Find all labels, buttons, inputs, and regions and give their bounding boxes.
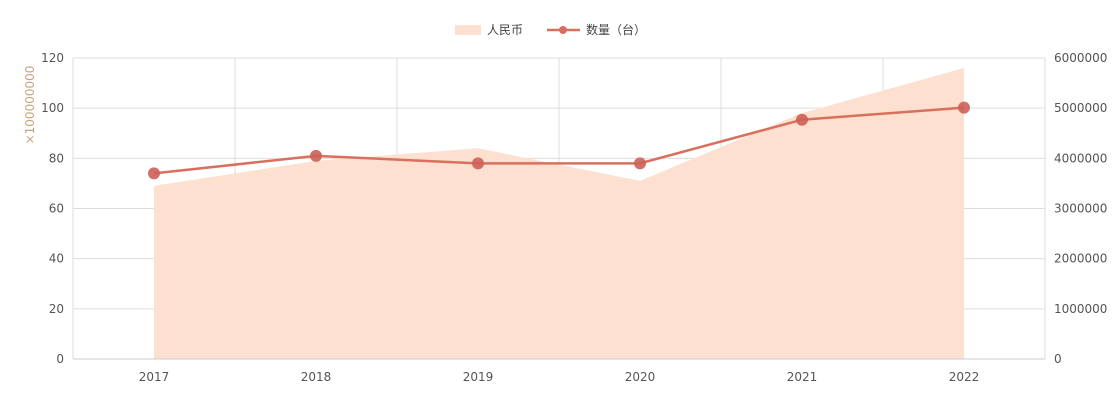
x-tick-label: 2018: [301, 370, 332, 384]
line-path[interactable]: [153, 106, 965, 175]
line-point[interactable]: [796, 113, 808, 126]
left-tick-label: 120: [41, 51, 64, 65]
line-point[interactable]: [310, 149, 322, 162]
left-axis-unit-label: ×100000000: [23, 66, 37, 145]
right-tick-label: 3000000: [1054, 202, 1107, 216]
right-tick-label: 6000000: [1054, 51, 1107, 65]
left-tick-label: 20: [49, 302, 64, 316]
right-tick-label: 2000000: [1054, 252, 1107, 266]
right-tick-label: 5000000: [1054, 101, 1107, 115]
line-point[interactable]: [148, 167, 160, 180]
line-point[interactable]: [472, 157, 484, 170]
x-tick-label: 2019: [463, 370, 494, 384]
axes: 0 20 40 60 80 100 120 0 1000000 2000000 3000000 400…: [41, 51, 1107, 384]
left-tick-label: 80: [49, 151, 64, 165]
legend: 人民币 数量（台）: [455, 22, 646, 37]
right-tick-label: 0: [1054, 352, 1062, 366]
x-tick-label: 2017: [139, 370, 170, 384]
left-tick-label: 100: [41, 101, 64, 115]
x-tick-label: 2022: [949, 370, 980, 384]
line-point[interactable]: [958, 101, 970, 114]
legend-swatch-area[interactable]: [455, 25, 481, 35]
left-tick-label: 40: [49, 252, 64, 266]
x-tick-label: 2021: [787, 370, 818, 384]
left-tick-label: 0: [56, 352, 64, 366]
x-tick-label: 2020: [625, 370, 656, 384]
right-tick-label: 4000000: [1054, 151, 1107, 165]
right-tick-label: 1000000: [1054, 302, 1107, 316]
left-tick-label: 60: [49, 202, 64, 216]
line-series: [148, 101, 970, 180]
legend-label-area: 人民币: [487, 23, 523, 37]
legend-label-line: 数量（台）: [586, 22, 646, 37]
line-point[interactable]: [634, 157, 646, 170]
area-fill[interactable]: [154, 68, 964, 360]
area-series: [154, 68, 964, 360]
legend-marker-line: [559, 26, 567, 34]
